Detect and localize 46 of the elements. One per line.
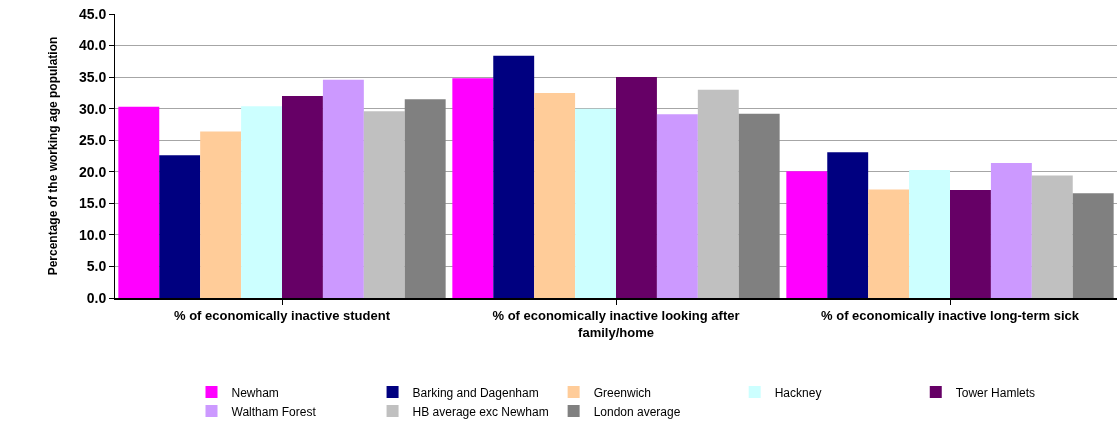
y-tick-label: 5.0	[86, 258, 107, 275]
y-tick-label: 10.0	[78, 226, 107, 243]
legend-label: Barking and Dagenham	[412, 385, 539, 400]
bar	[697, 89, 739, 298]
bar	[322, 79, 364, 298]
bar	[404, 99, 446, 298]
y-tick-label: 15.0	[78, 195, 107, 212]
x-tick-label: % of economically inactive looking after family/home	[492, 308, 740, 340]
bar	[452, 78, 494, 298]
bar	[827, 152, 869, 298]
y-axis-title: Percentage of the working age population	[46, 36, 61, 276]
bar	[616, 77, 657, 298]
y-tick-label: 40.0	[78, 37, 107, 54]
y-tick-label: 45.0	[78, 5, 107, 22]
y-tick-label: 30.0	[78, 100, 107, 117]
bar	[118, 106, 160, 298]
x-tick-label: % of economically inactive student	[174, 308, 391, 324]
bar	[990, 162, 1032, 298]
y-tick-label: 35.0	[78, 69, 107, 86]
y-tick-label: 25.0	[78, 132, 107, 149]
bar	[363, 111, 405, 298]
legend-label: Waltham Forest	[231, 404, 317, 419]
legend-label: Hackney	[774, 385, 822, 400]
x-tick-label: % of economically inactive long-term sick	[821, 308, 1080, 324]
y-tick-label: 20.0	[78, 163, 107, 180]
legend-label: Tower Hamlets	[955, 385, 1036, 400]
y-tick-label: 0.0	[86, 289, 107, 306]
legend-label: Newham	[231, 385, 279, 400]
bar	[241, 106, 282, 298]
bar	[868, 189, 910, 298]
bar	[909, 169, 950, 298]
bar	[1031, 175, 1073, 298]
bar	[159, 155, 201, 298]
bar	[1072, 193, 1114, 298]
bar	[656, 114, 698, 298]
legend-label: Greenwich	[593, 385, 651, 400]
bar	[282, 96, 323, 298]
bar	[534, 92, 576, 298]
bar	[493, 55, 535, 298]
bar	[738, 113, 780, 298]
bar	[200, 131, 242, 298]
bar	[786, 171, 828, 298]
bar	[575, 108, 616, 298]
bar	[950, 190, 991, 298]
legend-label: London average	[593, 404, 681, 419]
legend-label: HB average exc Newham	[412, 404, 549, 419]
